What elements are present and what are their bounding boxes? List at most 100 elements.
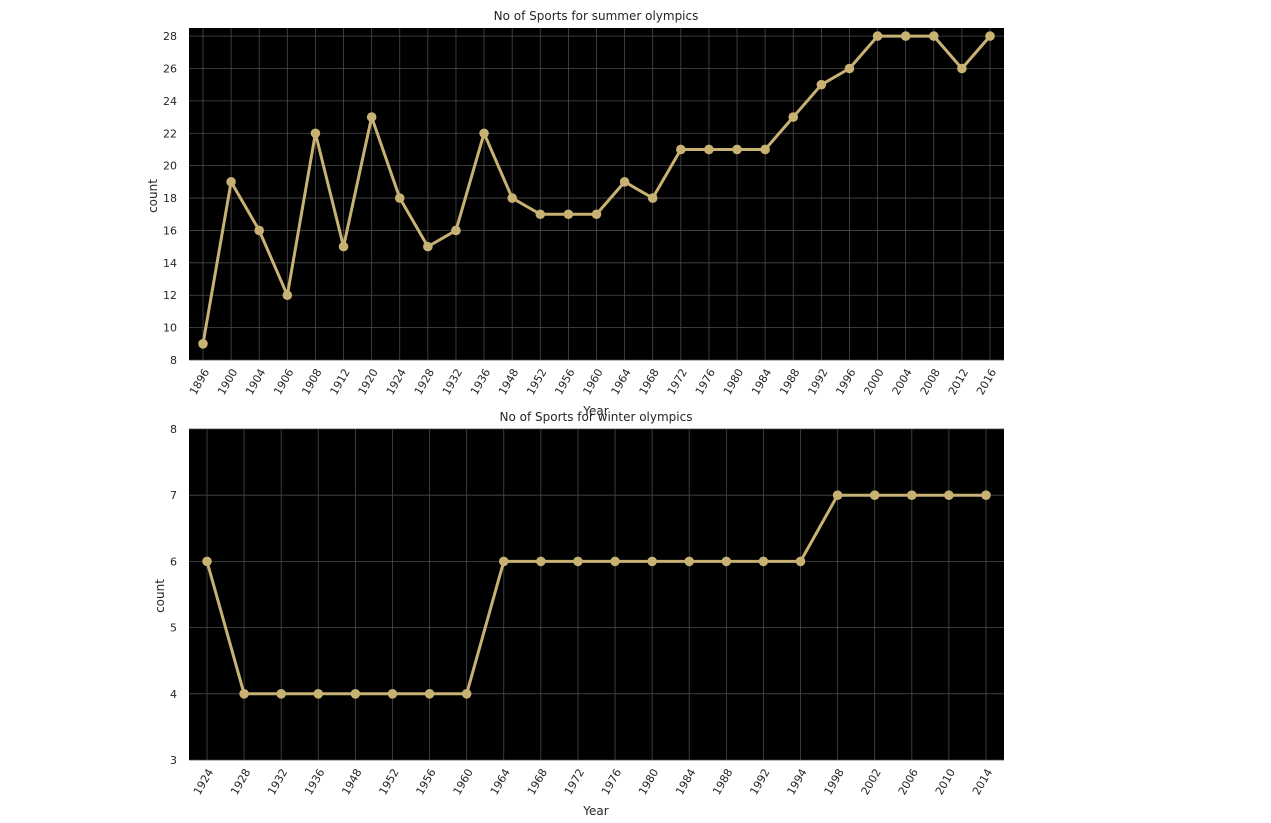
winter-x-tick-label: 1998 — [822, 767, 847, 798]
summer-x-ticks: 1896 1900 1904 1906 1908 1912 1920 1924 1928 1932… — [187, 366, 999, 397]
winter-data-point — [424, 689, 435, 699]
winter-data-point — [721, 556, 732, 567]
winter-series-line — [205, 493, 988, 696]
summer-data-point — [619, 177, 630, 187]
winter-x-tick-label: 1988 — [710, 767, 735, 798]
winter-data-point — [498, 556, 509, 567]
summer-x-tick-label: 1952 — [524, 367, 549, 398]
summer-data-point — [872, 31, 883, 41]
winter-data-point — [869, 490, 880, 501]
summer-data-point — [647, 193, 658, 203]
summer-x-tick-label: 1992 — [805, 367, 830, 398]
summer-y-tick-label: 12 — [163, 289, 177, 302]
summer-y-tick-label: 20 — [163, 160, 177, 173]
winter-data-point — [758, 556, 769, 567]
summer-data-point — [451, 225, 461, 236]
summer-data-point — [366, 112, 377, 122]
summer-x-tick-label: 1956 — [552, 367, 577, 398]
winter-x-axis-label: Year — [582, 804, 608, 818]
summer-x-tick-label: 1964 — [609, 367, 634, 398]
summer-data-point — [507, 193, 517, 203]
winter-x-tick-label: 2002 — [859, 767, 884, 798]
summer-data-point — [928, 31, 939, 41]
summer-x-tick-label: 2000 — [862, 367, 887, 398]
winter-chart: No of Sports for winter olympics 345678 … — [153, 410, 1004, 818]
summer-data-point — [704, 144, 714, 155]
winter-data-point — [610, 556, 620, 567]
summer-data-point — [282, 290, 293, 301]
winter-x-tick-label: 1980 — [636, 767, 661, 798]
winter-data-point — [276, 689, 286, 699]
summer-data-point — [338, 241, 349, 252]
summer-y-tick-label: 26 — [163, 62, 177, 75]
winter-series — [202, 490, 991, 699]
summer-data-point — [676, 144, 686, 155]
winter-x-tick-label: 1964 — [488, 767, 513, 798]
summer-x-tick-label: 1908 — [299, 367, 324, 398]
summer-x-tick-label: 2012 — [946, 367, 971, 398]
winter-chart-title: No of Sports for winter olympics — [500, 410, 693, 424]
winter-x-tick-label: 1976 — [599, 767, 624, 798]
winter-data-point — [944, 490, 954, 501]
winter-x-tick-label: 1928 — [228, 767, 253, 798]
summer-y-tick-label: 18 — [163, 192, 177, 205]
summer-y-tick-label: 14 — [163, 257, 177, 270]
winter-x-tick-label: 1956 — [414, 767, 439, 798]
summer-x-tick-label: 1980 — [721, 367, 746, 398]
winter-data-point — [907, 490, 917, 501]
summer-y-ticks: 8 10 12 14 16 18 20 22 24 26 28 — [163, 30, 177, 367]
winter-data-point — [647, 556, 657, 567]
summer-x-tick-label: 2016 — [974, 367, 999, 398]
winter-x-tick-label: 1984 — [673, 767, 698, 798]
summer-data-point — [535, 209, 546, 220]
summer-y-tick-label: 22 — [163, 127, 177, 140]
summer-x-tick-label: 1904 — [243, 367, 268, 398]
winter-x-tick-label: 1924 — [191, 767, 216, 798]
summer-y-axis-label: count — [146, 179, 160, 213]
winter-data-point — [202, 556, 212, 567]
summer-data-point — [394, 193, 405, 203]
summer-data-point — [732, 144, 742, 155]
winter-data-point — [313, 689, 324, 699]
summer-x-tick-label: 1984 — [749, 367, 774, 398]
summer-x-tick-label: 1948 — [496, 367, 521, 398]
winter-y-tick-label: 8 — [170, 423, 177, 436]
winter-grid — [189, 428, 1004, 761]
winter-x-ticks: 1924 1928 1932 1936 1948 1952 1956 1960 1964 1968… — [191, 767, 995, 798]
winter-x-tick-label: 1932 — [265, 767, 290, 798]
summer-y-tick-label: 24 — [163, 95, 177, 108]
winter-data-point — [832, 490, 843, 501]
summer-data-point — [760, 144, 770, 155]
summer-data-point — [254, 225, 265, 236]
winter-x-tick-label: 1994 — [784, 767, 809, 798]
summer-data-point — [591, 209, 602, 220]
summer-x-tick-label: 1972 — [665, 367, 690, 398]
summer-x-tick-label: 1900 — [215, 367, 240, 398]
winter-x-tick-label: 1968 — [525, 767, 550, 798]
summer-x-tick-label: 1912 — [327, 367, 352, 398]
summer-x-tick-label: 1960 — [580, 367, 605, 398]
summer-data-point — [844, 63, 855, 74]
summer-x-tick-label: 1996 — [833, 367, 858, 398]
summer-x-tick-label: 1936 — [468, 366, 493, 397]
winter-x-tick-label: 1960 — [451, 767, 476, 798]
summer-data-point — [423, 241, 433, 252]
summer-x-tick-label: 1920 — [356, 367, 381, 398]
summer-chart-title: No of Sports for summer olympics — [494, 9, 699, 23]
summer-x-tick-label: 1976 — [693, 367, 718, 398]
summer-x-tick-label: 2004 — [890, 367, 915, 398]
winter-x-tick-label: 2014 — [970, 767, 995, 798]
summer-x-tick-label: 1906 — [271, 367, 296, 398]
summer-data-point — [310, 128, 321, 139]
summer-x-axis-label: Year — [582, 404, 608, 418]
summer-x-tick-label: 2008 — [918, 367, 943, 398]
winter-x-tick-label: 1936 — [302, 767, 327, 798]
winter-data-point — [573, 556, 583, 567]
summer-data-point — [816, 79, 827, 90]
summer-chart: No of Sports for summer olympics 8 10 12 14… — [146, 9, 1004, 418]
winter-data-point — [350, 689, 361, 699]
winter-y-tick-label: 7 — [170, 489, 177, 502]
summer-series — [198, 31, 995, 349]
winter-data-point — [387, 689, 398, 699]
